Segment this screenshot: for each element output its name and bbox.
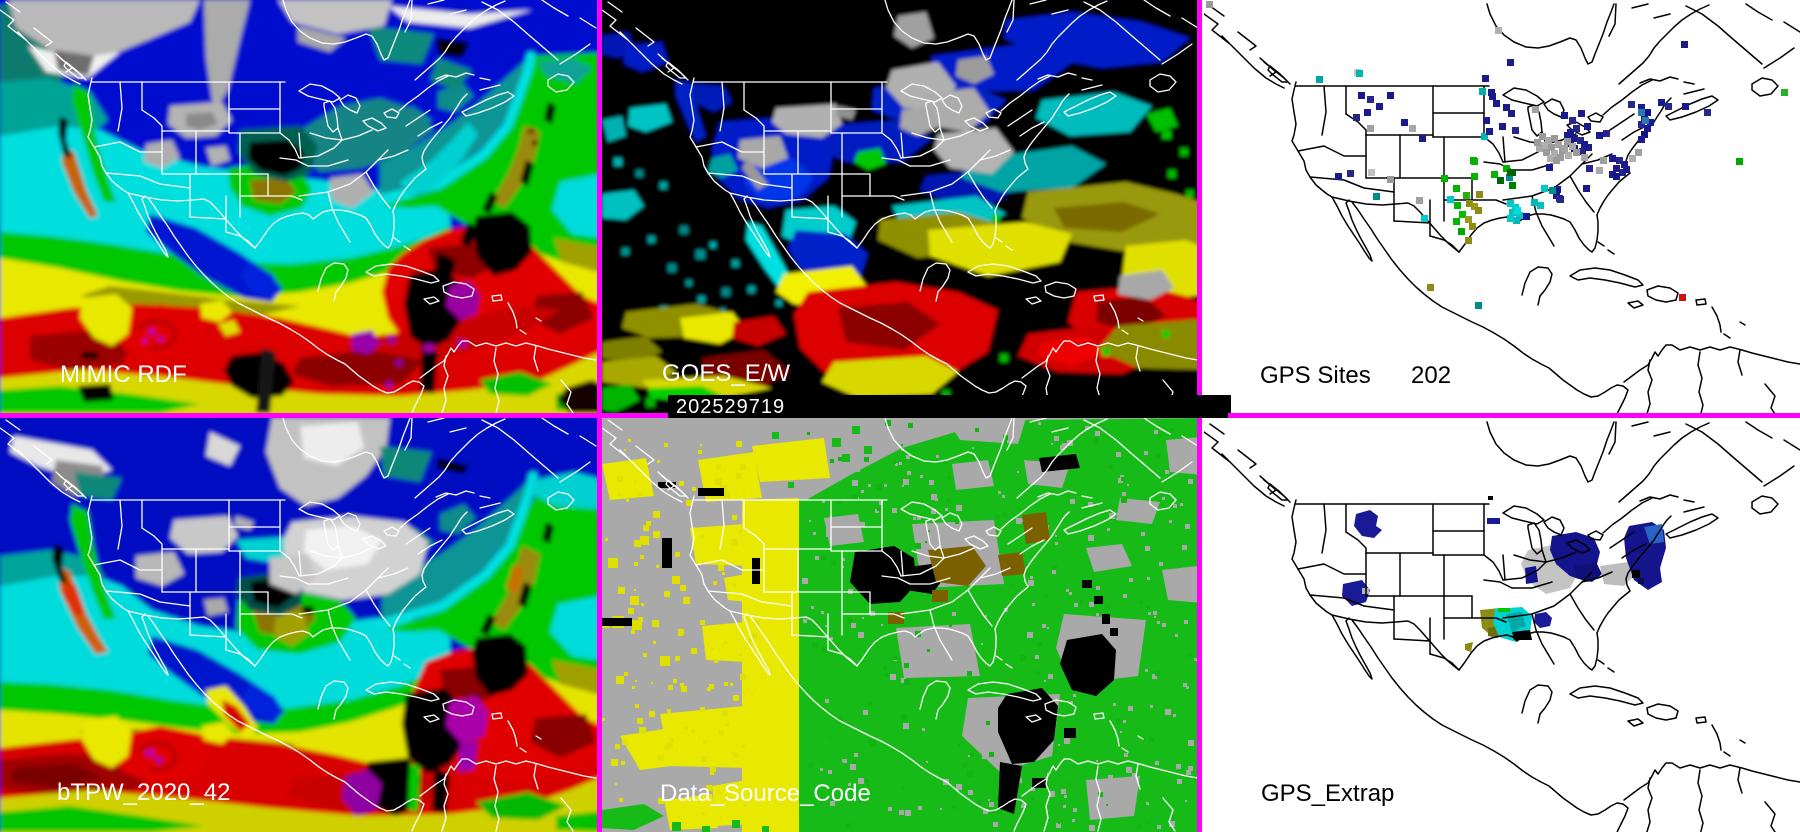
svg-text:bTPW_2020_42: bTPW_2020_42 — [57, 779, 230, 806]
svg-text:202529719: 202529719 — [676, 396, 785, 418]
svg-text:MIMIC RDF: MIMIC RDF — [60, 361, 187, 388]
svg-text:GOES_E/W: GOES_E/W — [662, 360, 790, 387]
svg-text:GPS Sites: GPS Sites — [1260, 362, 1371, 389]
svg-text:GPS_Extrap: GPS_Extrap — [1261, 780, 1394, 807]
svg-text:Data_Source_Code: Data_Source_Code — [660, 780, 871, 807]
svg-text:202: 202 — [1411, 362, 1451, 389]
